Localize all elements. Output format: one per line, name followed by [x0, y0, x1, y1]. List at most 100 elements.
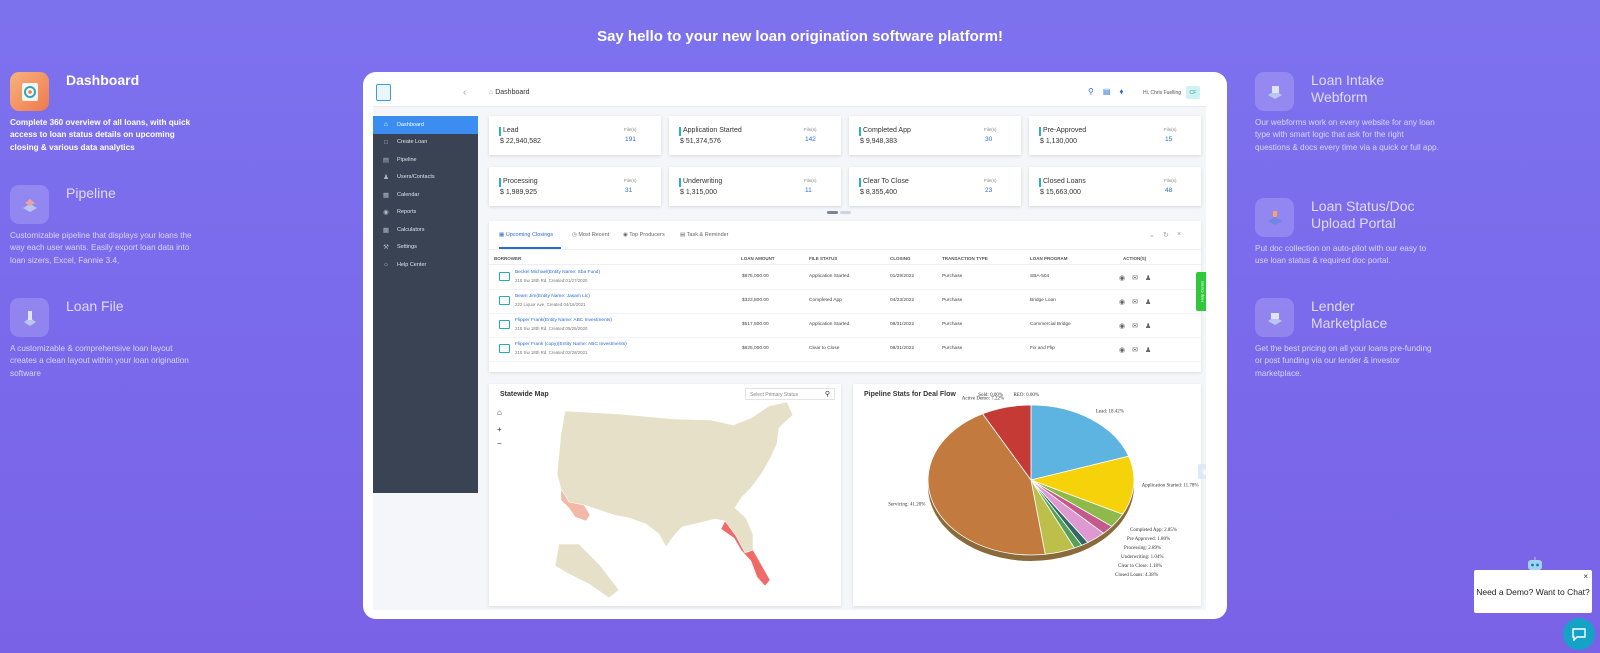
- borrower-name[interactable]: Beam Jim(Entity Name: Jasam Llc): [515, 294, 590, 299]
- close-icon[interactable]: ×: [1177, 231, 1182, 238]
- card-amount: $ 8,355,400: [860, 189, 897, 196]
- user-greeting[interactable]: Hi, Chris Fuelling: [1143, 90, 1182, 96]
- sidebar-item-settings[interactable]: ⚒ Settings: [373, 239, 478, 257]
- search-icon[interactable]: ⚲: [1088, 87, 1094, 96]
- stat-card-clear-to-close[interactable]: Clear To Close $ 8,355,400 File(s) 23: [849, 167, 1021, 206]
- chat-icon[interactable]: ◉: [1119, 347, 1126, 354]
- table-row[interactable]: Flipper Frank(Entity Name: ABC Investmen…: [489, 314, 1201, 338]
- col-transaction-type[interactable]: TRANSACTION TYPE: [942, 256, 988, 261]
- card-files-label: File(s): [804, 178, 817, 183]
- help-icon: ☼: [383, 261, 389, 269]
- card-accent: [859, 127, 861, 136]
- refresh-icon[interactable]: ↻: [1163, 232, 1169, 239]
- email-icon[interactable]: ✉: [1132, 299, 1138, 306]
- stat-card-application-started[interactable]: Application Started $ 51,374,576 File(s) 14…: [669, 116, 841, 155]
- carousel-dots[interactable]: [827, 211, 851, 214]
- feature-pipeline[interactable]: Pipeline Customizable pipeline that disp…: [10, 185, 195, 265]
- sidebar-item-users-contacts[interactable]: ♟ Users/Contacts: [373, 169, 478, 187]
- user-icon[interactable]: ♟: [1144, 299, 1152, 306]
- search-icon[interactable]: ⚲: [824, 391, 830, 398]
- stat-card-underwriting[interactable]: Underwriting $ 1,315,000 File(s) 11: [669, 167, 841, 206]
- email-icon[interactable]: ✉: [1132, 275, 1138, 282]
- folder-icon[interactable]: [499, 296, 510, 305]
- col-borrower[interactable]: BORROWER: [494, 256, 522, 261]
- loan-program: Bridge Loan: [1030, 298, 1056, 303]
- row-actions: ◉ ✉ ♟: [1119, 298, 1151, 306]
- pie-slice[interactable]: [927, 413, 1046, 556]
- feature-loan-file[interactable]: Loan File A customizable & comprehensive…: [10, 298, 195, 378]
- chat-popup[interactable]: × Need a Demo? Want to Chat?: [1474, 570, 1592, 613]
- email-icon[interactable]: ✉: [1132, 347, 1138, 354]
- row-actions: ◉ ✉ ♟: [1119, 274, 1151, 282]
- stat-card-closed-loans[interactable]: Closed Loans $ 15,663,000 File(s) 48: [1029, 167, 1201, 206]
- help-center-tab[interactable]: Help Center: [1196, 272, 1206, 311]
- breadcrumb: ⌂ Dashboard: [489, 89, 529, 96]
- feature-loan-status-portal[interactable]: Loan Status/Doc Upload Portal Put doc co…: [1255, 198, 1440, 268]
- stat-card-pre-approved[interactable]: Pre-Approved $ 1,130,000 File(s) 15: [1029, 116, 1201, 155]
- feature-dashboard[interactable]: Dashboard Complete 360 overview of all l…: [10, 72, 195, 152]
- tab-upcoming-closings[interactable]: ▦ Upcoming Closings: [499, 232, 553, 238]
- col-file-status[interactable]: FILE STATUS: [809, 256, 838, 261]
- sidebar-item-help-center[interactable]: ☼ Help Center: [373, 256, 478, 274]
- folder-icon[interactable]: [499, 344, 510, 353]
- zoom-out-icon[interactable]: −: [497, 439, 502, 448]
- tab-top-producers[interactable]: ◉ Top Producers: [623, 232, 665, 238]
- tab-label: Top Producers: [629, 232, 665, 238]
- col-loan-program[interactable]: LOAN PROGRAM: [1030, 256, 1068, 261]
- notes-icon[interactable]: ▤: [1102, 87, 1111, 96]
- sidebar-item-reports[interactable]: ◉ Reports: [373, 204, 478, 222]
- col-loan-amount[interactable]: LOAN AMOUNT: [741, 256, 775, 261]
- chat-icon[interactable]: ◉: [1119, 275, 1126, 282]
- tab-most-recent[interactable]: ◷ Most Recent: [572, 232, 609, 238]
- chat-bubble-button[interactable]: [1563, 618, 1595, 650]
- carousel-dot[interactable]: [827, 211, 838, 214]
- table-row[interactable]: Beam Jim(Entity Name: Jasam Llc) 222 Liq…: [489, 290, 1201, 314]
- user-icon[interactable]: ♟: [1144, 347, 1152, 354]
- pie-label: Processing: 2.89%: [1124, 546, 1161, 551]
- pie-slice[interactable]: [1030, 404, 1130, 481]
- side-toggle-icon[interactable]: ◉: [1198, 464, 1206, 479]
- zoom-in-icon[interactable]: +: [497, 425, 502, 434]
- tab-task-reminder[interactable]: ▤ Task & Reminder: [680, 232, 729, 238]
- carousel-dot[interactable]: [840, 211, 851, 214]
- borrower-name[interactable]: Beckel Michael(Entity Name: Sba Fund): [515, 270, 601, 275]
- us-map[interactable]: [489, 384, 841, 606]
- col-closing[interactable]: CLOSING: [890, 256, 911, 261]
- collapse-sidebar-icon[interactable]: ‹: [463, 87, 467, 98]
- feature-lender-marketplace[interactable]: Lender Marketplace Get the best pricing …: [1255, 298, 1440, 378]
- card-accent: [859, 178, 861, 187]
- sidebar-item-calculators[interactable]: ▩ Calculators: [373, 221, 478, 239]
- map-home-icon[interactable]: ⌂: [497, 408, 502, 417]
- email-icon[interactable]: ✉: [1132, 323, 1138, 330]
- sidebar-item-pipeline[interactable]: ▤ Pipeline: [373, 151, 478, 169]
- borrower-name[interactable]: Flipper Frank (copy)(Entity Name: ABC In…: [515, 342, 627, 347]
- borrower-address: 215 Sw 18th Rd, Created:01/27/2020: [515, 278, 588, 283]
- bell-icon[interactable]: ♦: [1119, 87, 1124, 96]
- pie-chart[interactable]: Lead: 18.42% Application Started: 11.78% C…: [853, 384, 1201, 606]
- folder-icon[interactable]: [499, 272, 510, 281]
- borrower-name[interactable]: Flipper Frank(Entity Name: ABC Investmen…: [515, 318, 613, 323]
- sidebar-item-dashboard[interactable]: ⌂ Dashboard: [373, 116, 478, 134]
- table-row[interactable]: Flipper Frank (copy)(Entity Name: ABC In…: [489, 338, 1201, 362]
- stat-card-lead[interactable]: Lead $ 22,940,582 File(s) 191: [489, 116, 661, 155]
- table-row[interactable]: Beckel Michael(Entity Name: Sba Fund) 21…: [489, 266, 1201, 290]
- stat-card-processing[interactable]: Processing $ 1,989,925 File(s) 31: [489, 167, 661, 206]
- user-icon[interactable]: ♟: [1144, 275, 1152, 282]
- feature-loan-intake-webform[interactable]: Loan Intake Webform Our webforms work on…: [1255, 72, 1440, 162]
- status-select[interactable]: Select Primary Status ⚲: [745, 388, 835, 400]
- chat-icon[interactable]: ◉: [1119, 323, 1126, 330]
- select-placeholder: Select Primary Status: [750, 392, 799, 398]
- pie-slice[interactable]: [1029, 455, 1135, 515]
- chat-icon[interactable]: ◉: [1119, 299, 1126, 306]
- close-icon[interactable]: ×: [1583, 572, 1588, 581]
- user-icon[interactable]: ♟: [1144, 323, 1152, 330]
- stat-card-completed-app[interactable]: Completed App $ 9,948,383 File(s) 30: [849, 116, 1021, 155]
- sidebar-item-create-loan[interactable]: □ Create Loan: [373, 134, 478, 152]
- sidebar-item-calendar[interactable]: ▦ Calendar: [373, 186, 478, 204]
- avatar[interactable]: CF: [1186, 86, 1200, 99]
- chevron-down-icon[interactable]: ⌄: [1149, 232, 1155, 239]
- pie-slice[interactable]: [981, 404, 1032, 482]
- card-label: Application Started: [683, 127, 742, 134]
- folder-icon[interactable]: [499, 320, 510, 329]
- feature-desc: A customizable & comprehensive loan layo…: [10, 344, 189, 378]
